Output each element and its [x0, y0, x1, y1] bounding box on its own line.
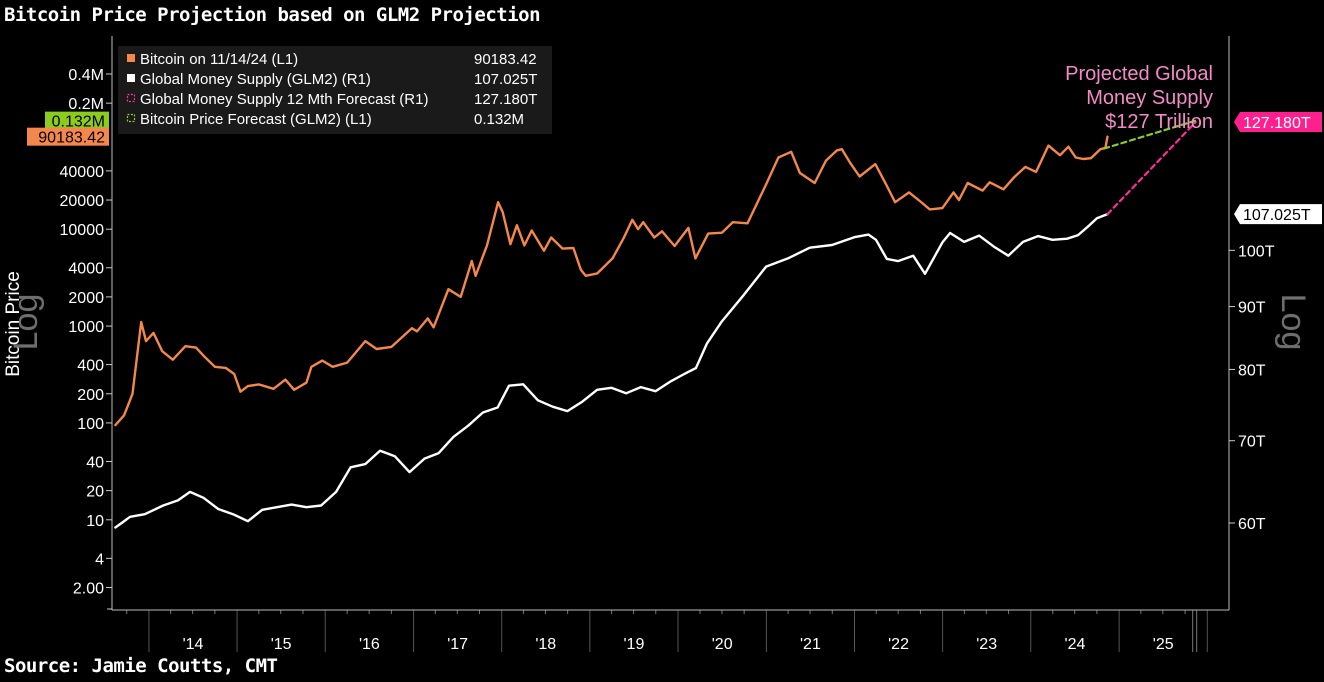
- x-tick-label: '24: [1065, 636, 1086, 653]
- y-right-tick-label: 80T: [1238, 362, 1266, 379]
- value-badge-text: 107.025T: [1243, 207, 1311, 224]
- y-right-scale-word: Log: [1274, 294, 1312, 351]
- value-badge: [27, 127, 109, 146]
- y-left-tick-label: 4000: [68, 261, 104, 278]
- series: [114, 119, 1197, 529]
- y-left-tick-label: 100: [77, 416, 104, 433]
- y-left-tick-label: 40: [86, 454, 104, 471]
- y-left-tick-label: 2000: [68, 290, 104, 307]
- legend-swatch: [126, 93, 136, 103]
- y-left-axis-label: Bitcoin Price: [3, 271, 24, 377]
- legend: Bitcoin on 11/14/24 (L1) 90183.42 Global M…: [118, 46, 552, 134]
- y-left-tick-label: 20: [86, 484, 104, 501]
- y-left-tick-label: 20000: [60, 193, 105, 210]
- value-badge-text: 127.180T: [1243, 115, 1311, 132]
- value-badge: [1234, 204, 1322, 225]
- legend-label: Global Money Supply (GLM2) (R1): [140, 71, 371, 88]
- value-badge: [45, 111, 109, 130]
- y-left-scale-word: Log: [7, 294, 45, 351]
- series-line-1: [114, 212, 1109, 529]
- source-credit: Source: Jamie Coutts, CMT: [4, 655, 278, 677]
- x-tick-label: '21: [800, 636, 821, 653]
- legend-value: 90183.42: [474, 51, 537, 68]
- y-left-tick-label: 4: [95, 551, 104, 568]
- value-badge-text: 0.132M: [52, 114, 105, 131]
- y-left-tick-label: 400: [77, 358, 104, 375]
- projection-annotation-line: Money Supply: [1086, 87, 1213, 109]
- x-tick-label: '15: [271, 636, 292, 653]
- x-tick-label: '18: [535, 636, 556, 653]
- x-tick-label: '14: [183, 636, 204, 653]
- legend-value: 107.025T: [474, 71, 537, 88]
- value-badge-text: 90183.42: [38, 130, 105, 147]
- projection-annotation-line: Projected Global: [1065, 63, 1213, 85]
- y-right-tick-label: 100T: [1238, 243, 1275, 260]
- legend-box: [118, 46, 552, 134]
- axes: '14 '15 '16 '17 '18 '19 '20 '21 '22 '23 '24 '25 2.00…: [3, 36, 1312, 653]
- projection-annotation-line: $127 Trillion: [1105, 111, 1213, 133]
- x-tick-label: '16: [359, 636, 380, 653]
- y-left-tick-label: 10000: [60, 222, 105, 239]
- series-line-0: [114, 135, 1109, 427]
- legend-value: 127.180T: [474, 91, 537, 108]
- y-left-tick-label: 2.00: [73, 581, 104, 598]
- legend-label: Bitcoin on 11/14/24 (L1): [140, 51, 298, 68]
- x-tick-label: '19: [623, 636, 644, 653]
- gridlines: [126, 610, 1208, 652]
- y-left-tick-label: 40000: [60, 164, 105, 181]
- value-badge: [1234, 112, 1322, 132]
- x-tick-label: '23: [976, 636, 997, 653]
- legend-swatch: [127, 54, 135, 62]
- series-line-3: [1103, 119, 1197, 150]
- x-tick-label: '22: [888, 636, 909, 653]
- y-right-tick-label: 70T: [1238, 434, 1266, 451]
- y-right-tick-label: 60T: [1238, 516, 1266, 533]
- y-left-tick-label: 0.4M: [68, 67, 104, 84]
- chart-title: Bitcoin Price Projection based on GLM2 P…: [4, 4, 541, 26]
- legend-swatch: [126, 113, 136, 123]
- y-left-tick-label: 200: [77, 387, 104, 404]
- y-left-tick-label: 10: [86, 513, 104, 530]
- series-line-2: [1106, 120, 1197, 216]
- y-right-tick-label: 90T: [1238, 300, 1266, 317]
- x-tick-label: '20: [712, 636, 733, 653]
- legend-label: Global Money Supply 12 Mth Forecast (R1): [140, 91, 428, 108]
- legend-swatch: [127, 74, 135, 82]
- y-left-tick-label: 1000: [68, 319, 104, 336]
- legend-value: 0.132M: [474, 111, 524, 128]
- y-left-tick-label: 0.2M: [68, 96, 104, 113]
- x-tick-label: '17: [447, 636, 468, 653]
- x-tick-label: '25: [1153, 636, 1174, 653]
- legend-label: Bitcoin Price Forecast (GLM2) (L1): [140, 111, 372, 128]
